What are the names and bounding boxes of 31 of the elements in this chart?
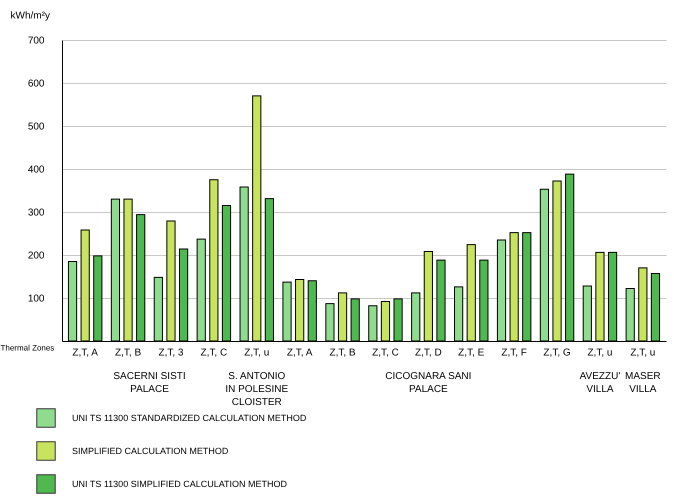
x-tick-label: Z,T, B: [115, 348, 142, 358]
legend-label: UNI TS 11300 SIMPLIFIED CALCULATION METHOD: [72, 479, 288, 489]
text: MASER VILLA: [625, 371, 661, 395]
legend-label: UNI TS 11300 STANDARDIZED CALCULATION METHOD: [72, 413, 307, 423]
x-tick-label: Z,T, A: [72, 348, 98, 358]
x-tick-label: Z,T, G: [543, 348, 571, 358]
legend-label: SIMPLIFIED CALCULATION METHOD: [72, 446, 229, 456]
y-tick-label: 200: [28, 250, 45, 262]
x-tick-label: Z,T, 3: [158, 348, 184, 358]
y-tick-label: 500: [28, 122, 45, 132]
y-tick-label: 300: [28, 208, 45, 218]
x-tick-label: Z,T, u: [630, 348, 656, 358]
y-axis-title: kWh/m²y: [10, 10, 50, 22]
x-axis-title: Thermal Zones: [0, 344, 54, 352]
y-tick-label: 100: [28, 294, 45, 304]
y-tick-label: 700: [28, 36, 45, 46]
text: CICOGNARA SANI PALACE: [385, 371, 472, 395]
x-tick-label: Z,T, C: [372, 348, 399, 358]
x-tick-label: Z,T, u: [244, 348, 270, 358]
x-tick-label: Z,T, B: [329, 348, 356, 358]
x-tick-label: Z,T, F: [501, 348, 527, 358]
x-tick-label: Z,T, E: [458, 348, 485, 358]
x-tick-label: Z,T, A: [286, 348, 313, 358]
x-tick-label: Z,T, D: [415, 348, 442, 358]
x-tick-label: Z,T, u: [587, 348, 612, 358]
y-tick-label: 600: [28, 78, 45, 90]
y-tick-label: 400: [28, 164, 45, 176]
text: S. ANTONIO IN POLESINE CLOISTER: [225, 371, 288, 408]
text: SACERNI SISTI PALACE: [113, 371, 186, 395]
text: AVEZZU' VILLA: [580, 371, 620, 395]
x-tick-label: Z,T, C: [200, 348, 228, 358]
